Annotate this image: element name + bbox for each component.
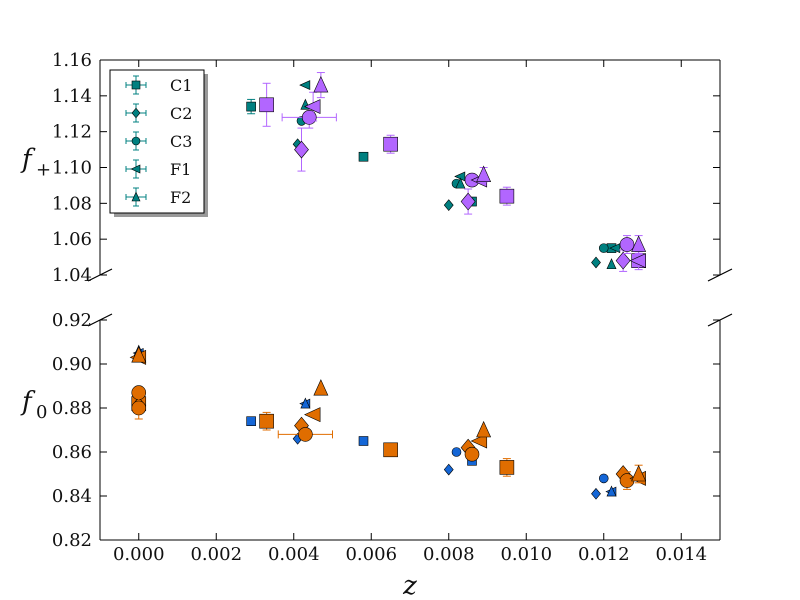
data-point-c1 [383, 136, 398, 152]
y-tick-label: 0.92 [52, 310, 92, 331]
data-point-c1 [358, 151, 369, 162]
x-tick-labels: 0.000 0.002 0.004 0.006 0.008 0.010 0.012 0.014 [113, 544, 707, 565]
legend-marker-c3 [131, 136, 141, 146]
x-tick-label: 0.008 [423, 544, 475, 565]
y-tick-label: 1.10 [52, 158, 92, 179]
y-tick-label: 1.16 [52, 50, 92, 71]
data-point-f1 [304, 407, 321, 423]
y-tick-label: 0.86 [52, 442, 92, 463]
y-tick-label: 0.90 [52, 354, 92, 375]
data-point-c2 [443, 463, 454, 476]
legend-label-c1: C1 [170, 76, 192, 95]
legend-label-f1: F1 [170, 160, 191, 179]
data-point-c1 [499, 460, 515, 475]
x-axis-label: z [402, 571, 417, 600]
data-point-f2 [606, 485, 617, 497]
data-point-c1 [259, 97, 274, 113]
x-tick-label: 0.012 [578, 544, 630, 565]
x-tick-label: 0.000 [113, 544, 165, 565]
data-point-c3 [598, 243, 609, 253]
data-point-c3 [131, 400, 147, 416]
data-point-f2 [476, 165, 492, 182]
x-tick-label: 0.006 [345, 544, 397, 565]
y-tick-label: 0.84 [52, 486, 92, 507]
data-point-f2 [455, 177, 466, 189]
data-point-c1 [259, 413, 274, 429]
data-point-c1 [383, 442, 398, 458]
y-axis-label: f [20, 145, 36, 175]
y-tick-label: 1.06 [52, 229, 92, 250]
legend-marker-f1 [130, 164, 141, 174]
data-point-c1 [246, 416, 256, 427]
legend-label-c3: C3 [170, 132, 192, 151]
data-point-f2 [606, 258, 617, 270]
data-point-c2 [443, 199, 454, 211]
y-tick-label: 1.08 [52, 193, 92, 214]
y-axis-label-subscript: 0 [36, 402, 47, 423]
legend-marker-f2 [131, 191, 141, 202]
panel-f-plus: 1.04 1.06 1.08 1.10 1.12 1.14 1.16 f + [20, 50, 733, 286]
y-tick-label: 1.14 [52, 86, 92, 107]
data-point-c3 [464, 446, 480, 462]
data-point-c2 [460, 192, 476, 211]
data-point-f1 [470, 433, 488, 449]
y-axis-label: f [20, 387, 36, 417]
x-tick-label: 0.002 [190, 544, 242, 565]
x-tick-label: 0.014 [655, 544, 707, 565]
data-point-f2 [631, 235, 647, 252]
data-point-f2 [313, 75, 329, 93]
legend-marker-c1 [131, 80, 141, 90]
y-tick-label: 0.82 [52, 530, 92, 551]
y-axis-label-subscript: + [36, 160, 51, 181]
data-point-f1 [609, 243, 621, 254]
data-point-f2 [300, 397, 311, 409]
data-point-f2 [131, 346, 147, 363]
data-point-c1 [358, 436, 369, 446]
data-point-c2 [294, 140, 309, 159]
data-point-c3 [619, 237, 635, 252]
y-tick-label: 1.12 [52, 122, 92, 143]
data-point-c3 [598, 473, 609, 484]
legend-marker-c2 [131, 107, 141, 119]
x-tick-label: 0.010 [500, 544, 552, 565]
data-point-c3 [451, 447, 462, 457]
data-point-f1 [629, 253, 646, 269]
legend: C1 C2 C3 F1 F2 [109, 69, 208, 217]
x-tick-label: 0.004 [268, 544, 320, 565]
y-tick-label: 1.04 [52, 265, 92, 286]
data-point-c3 [301, 110, 317, 125]
legend-label-f2: F2 [170, 188, 191, 207]
data-point-f2 [313, 379, 329, 396]
data-point-c2 [615, 251, 631, 270]
data-point-f2 [631, 464, 647, 482]
legend-label-c2: C2 [170, 104, 192, 123]
data-point-c2 [591, 256, 601, 269]
data-point-c1 [246, 101, 256, 112]
data-point-c3 [298, 427, 313, 442]
data-point-f1 [299, 80, 311, 91]
panel-f-zero: 0.82 0.84 0.86 0.88 0.90 0.92 f 0 [20, 310, 733, 551]
data-point-f1 [304, 99, 321, 115]
y-tick-label: 0.88 [52, 398, 92, 419]
data-point-c2 [591, 487, 601, 500]
data-point-c1 [499, 188, 515, 204]
data-point-f2 [476, 420, 492, 438]
